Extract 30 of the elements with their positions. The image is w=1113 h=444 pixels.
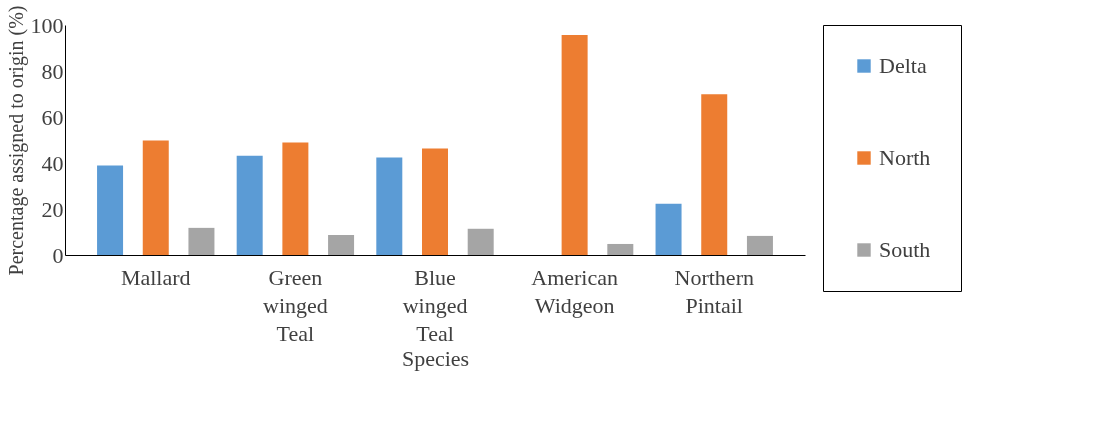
y-tick-label: 100 (30, 12, 64, 38)
bar (422, 148, 448, 255)
legend-label: North (879, 145, 931, 170)
x-axis-title: Species (401, 345, 470, 371)
y-tick-label: 60 (41, 104, 64, 130)
bar (97, 165, 124, 255)
y-axis-title: Percentage assigned to origin (%) (4, 5, 28, 276)
x-tick-label: Green winged Teal (262, 264, 328, 346)
bar (655, 203, 682, 255)
legend-label: Delta (879, 53, 927, 78)
x-tick-label: Northern Pintail (674, 264, 754, 318)
x-tick-label: American Widgeon (531, 264, 618, 318)
bar (561, 35, 588, 255)
bar (282, 142, 309, 255)
bar (746, 235, 773, 255)
legend-label: South (879, 237, 931, 262)
y-tick-label: 0 (52, 242, 64, 268)
bar (607, 243, 634, 255)
bar (236, 155, 263, 255)
bar (328, 234, 355, 255)
bar (467, 228, 494, 255)
bar (701, 94, 728, 255)
bar (188, 227, 215, 255)
y-tick-label: 20 (41, 196, 64, 222)
y-tick-label: 40 (41, 150, 64, 176)
bar (376, 157, 403, 255)
x-tick-label: Mallard (120, 264, 191, 290)
x-tick-label: Blue winged Teal (402, 264, 468, 346)
bar (142, 140, 169, 255)
y-tick-label: 80 (41, 58, 64, 84)
